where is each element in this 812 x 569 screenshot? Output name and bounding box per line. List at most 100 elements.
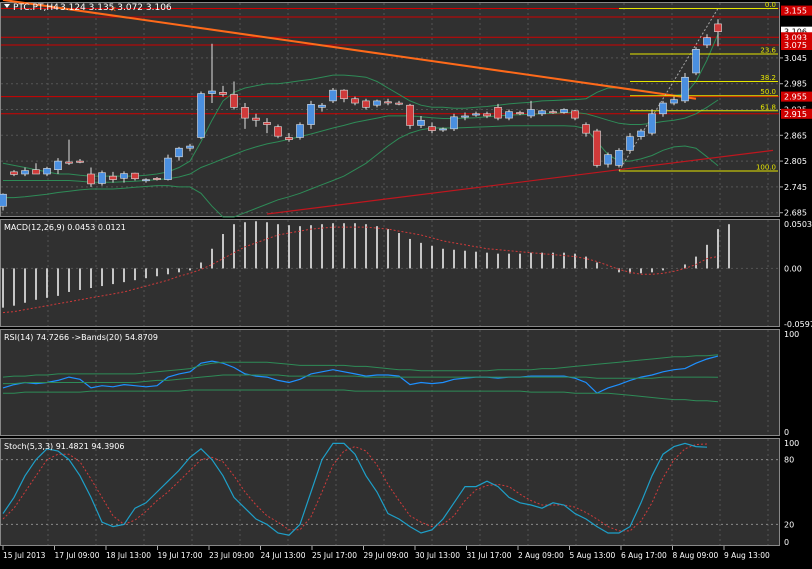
candle-bear: [571, 110, 579, 119]
fibo-level-label: 0.0: [765, 1, 776, 9]
price-badge-bg: [781, 40, 812, 50]
chart-header: PTC.PT,H4 3.124 3.135 3.072 3.106: [4, 3, 172, 13]
x-tick-label: 24 Jul 13:00: [261, 551, 306, 560]
fibo-level-label: 23.6: [760, 47, 776, 55]
price-badge-bg: [781, 5, 812, 16]
axis-labels: 3.0452.9852.9252.8652.8052.7452.6853.155…: [2, 5, 812, 560]
candle-bull: [417, 119, 425, 126]
candle-bear: [384, 101, 392, 104]
dropdown-triangle-icon[interactable]: [4, 4, 10, 8]
x-tick-label: 30 Jul 13:00: [415, 551, 460, 560]
candle-bull: [208, 90, 216, 94]
price-panel[interactable]: × 0.0 23.6 38.2 50.0 61.8 100.0: [0, 0, 779, 218]
rsi-title: RSI(14) 74.7266 ->Bands(20) 54.8709: [4, 333, 158, 342]
candle-bull: [527, 109, 535, 117]
ohlc-label: 3.124 3.135 3.072 3.106: [60, 3, 172, 13]
candle-bear: [219, 92, 227, 95]
candle-bull: [307, 104, 315, 125]
candle-bull: [659, 102, 667, 115]
stoch-y-tick-label: 100: [784, 439, 799, 448]
candle-bull: [197, 93, 205, 138]
fibo-level-label: 50.0: [760, 88, 776, 96]
x-tick-label: 31 Jul 17:00: [467, 551, 512, 560]
candle-bull: [54, 160, 62, 171]
stoch-y-tick-label: 20: [784, 520, 794, 529]
candle-bull: [98, 172, 106, 184]
candle-bear: [714, 23, 722, 32]
candle-bear: [263, 122, 271, 125]
candle-bear: [109, 175, 117, 180]
panel-border-main: [0, 2, 780, 217]
candle-bear: [274, 126, 282, 137]
panel-bg-stoch: [0, 438, 780, 546]
candle-bull: [615, 150, 623, 166]
rsi-line: [2, 355, 719, 394]
price-badge-bg: [781, 32, 812, 43]
candle-bull: [0, 193, 7, 207]
rsi-panel[interactable]: [2, 354, 719, 403]
trend-marker: ×: [110, 4, 117, 13]
stoch-main-line: [2, 442, 708, 536]
fibo-level-label: 100.0: [756, 163, 776, 171]
panels: [0, 2, 780, 546]
y-tick-label: 2.865: [784, 131, 807, 140]
candle-bull: [450, 116, 458, 130]
candle-bull: [186, 145, 194, 149]
candle-bull: [373, 100, 381, 106]
candle-bull: [692, 48, 700, 74]
candle-bull: [604, 154, 612, 165]
x-tick-label: 23 Jul 09:00: [209, 551, 254, 560]
x-tick-label: 6 Aug 17:00: [621, 551, 667, 560]
symbol-label: PTC.PT,H4: [13, 3, 59, 13]
candle-bull: [648, 113, 656, 134]
candle-bull: [637, 130, 645, 137]
candle-bull: [703, 37, 711, 46]
rsi-y-tick-label: 0: [784, 428, 789, 437]
candle-bear: [582, 124, 590, 134]
x-tick-label: 2 Aug 09:00: [518, 551, 564, 560]
x-tick-label: 9 Aug 13:00: [724, 551, 770, 560]
macd-y-tick-label: 0.00: [784, 264, 802, 273]
price-badge-label: 2.915: [784, 110, 807, 119]
candle-bull: [329, 89, 337, 102]
fibo-level-label: 61.8: [760, 103, 776, 111]
y-tick-label: 3.045: [784, 54, 807, 63]
price-badge-label: 2.955: [784, 93, 807, 102]
candle-bull: [120, 173, 128, 179]
candle-bull: [681, 76, 689, 102]
price-badge-bg: [781, 26, 812, 37]
price-badge-label: 3.093: [784, 33, 807, 42]
macd-y-tick-label: -0.0597: [784, 320, 812, 329]
price-badge-label: 3.075: [784, 41, 807, 50]
candle-bear: [593, 130, 601, 166]
candle-bear: [362, 100, 370, 108]
candle-bull: [461, 115, 469, 118]
candle-bull: [43, 168, 51, 175]
macd-panel[interactable]: [1, 221, 779, 314]
candle-bull: [472, 113, 480, 116]
x-tick-label: 19 Jul 17:00: [158, 551, 203, 560]
x-tick-label: 8 Aug 09:00: [673, 551, 719, 560]
panel-border-macd: [0, 219, 780, 327]
candle-bear: [428, 126, 436, 131]
candle-bear: [483, 113, 491, 117]
bollinger-middle: [3, 99, 719, 183]
candle-bear: [516, 112, 524, 115]
candle-bear: [153, 178, 161, 180]
x-tick-label: 15 Jul 2013: [3, 551, 46, 560]
candle-bull: [142, 179, 150, 182]
macd-title: MACD(12,26,9) 0.0453 0.0121: [4, 223, 126, 232]
candle-bear: [494, 107, 502, 119]
price-badge-bg: [781, 108, 812, 119]
x-tick-label: 5 Aug 13:00: [570, 551, 616, 560]
candle-bear: [351, 98, 359, 104]
red-trend: [266, 149, 774, 215]
rsi-y-tick-label: 100: [784, 330, 799, 339]
candle-bear: [32, 169, 40, 175]
x-tick-label: 18 Jul 13:00: [106, 551, 151, 560]
x-tick-label: 17 Jul 09:00: [55, 551, 100, 560]
rsi-band-line: [3, 374, 719, 385]
stoch-panel[interactable]: [1, 442, 779, 536]
